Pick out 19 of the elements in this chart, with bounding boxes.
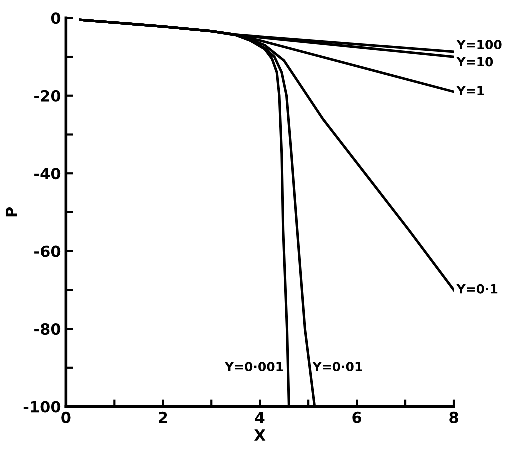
x-tick-label: 0 xyxy=(62,412,71,424)
annotation: Y=1 xyxy=(456,86,484,96)
annotation: Y=100 xyxy=(456,40,502,50)
y-tick-label: -100 xyxy=(24,401,61,413)
annotation: Y=0·01 xyxy=(312,362,362,372)
y-tick-label: -60 xyxy=(34,246,61,258)
x-tick-label: 2 xyxy=(159,412,168,424)
x-tick-label: 6 xyxy=(352,412,362,424)
x-axis-title: X xyxy=(254,430,266,441)
y-axis-title: P xyxy=(6,208,18,217)
annotation: Y=10 xyxy=(456,57,494,67)
annotation: Y=0·1 xyxy=(456,284,498,294)
y-tick-label: -20 xyxy=(34,90,61,102)
y-tick-label: -40 xyxy=(34,168,61,180)
annotation: Y=0·001 xyxy=(224,362,284,372)
y-tick-label: 0 xyxy=(51,12,61,24)
x-tick-label: 8 xyxy=(450,412,458,424)
y-tick-label: -80 xyxy=(34,324,61,336)
x-tick-label: 4 xyxy=(255,412,265,424)
